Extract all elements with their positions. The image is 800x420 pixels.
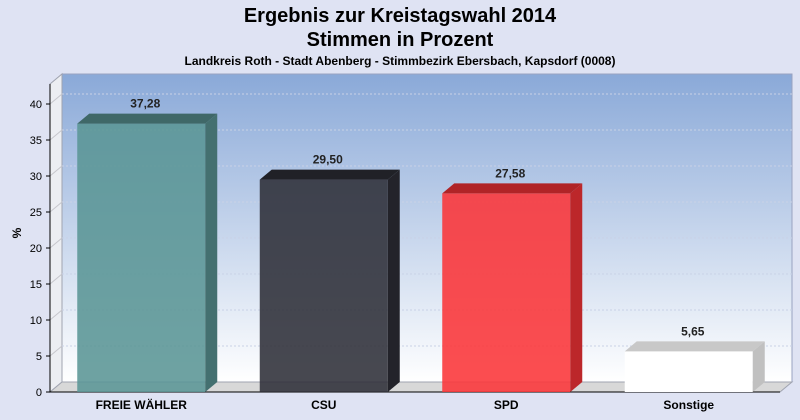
gridline-side bbox=[49, 201, 63, 213]
bar-side bbox=[205, 113, 218, 393]
bar-front bbox=[624, 351, 753, 392]
bar bbox=[77, 113, 218, 393]
x-category-label: CSU bbox=[311, 398, 336, 412]
gridline-side bbox=[49, 165, 63, 177]
gridline-side bbox=[49, 309, 63, 321]
y-tick-label: 10 bbox=[30, 315, 42, 327]
gridline-side bbox=[49, 273, 63, 285]
y-tick-label: 30 bbox=[30, 171, 42, 183]
bar-side bbox=[752, 341, 765, 392]
bar-value-label: 27,58 bbox=[495, 166, 525, 180]
x-category-label: FREIE WÄHLER bbox=[96, 397, 188, 412]
y-tick-label: 5 bbox=[36, 351, 42, 363]
y-axis-label: % bbox=[10, 227, 24, 238]
bar-front bbox=[442, 193, 571, 392]
bar-front bbox=[77, 123, 206, 393]
bar bbox=[442, 183, 583, 392]
bar bbox=[624, 341, 765, 392]
gridline-side bbox=[49, 93, 63, 105]
gridline-side bbox=[49, 129, 63, 141]
bar-top bbox=[442, 183, 583, 194]
bar-value-label: 29,50 bbox=[313, 153, 343, 167]
y-tick-label: 25 bbox=[30, 207, 42, 219]
bar-side bbox=[570, 183, 583, 392]
y-tick-label: 0 bbox=[36, 387, 42, 399]
chart-title: Ergebnis zur Kreistagswahl 2014 bbox=[243, 5, 557, 27]
bar-value-label: 37,28 bbox=[130, 97, 160, 111]
y-tick-label: 35 bbox=[30, 135, 42, 147]
bar-value-label: 5,65 bbox=[681, 324, 705, 338]
plot-side-wall bbox=[49, 72, 63, 394]
x-category-label: Sonstige bbox=[663, 398, 714, 412]
bar-front bbox=[259, 179, 388, 392]
chart-subtitle: Stimmen in Prozent bbox=[306, 29, 494, 51]
bar-top bbox=[77, 113, 218, 124]
gridline-side bbox=[49, 237, 63, 249]
y-tick-label: 15 bbox=[30, 279, 42, 291]
y-tick-label: 20 bbox=[30, 243, 42, 255]
chart-description: Landkreis Roth - Stadt Abenberg - Stimmb… bbox=[184, 54, 616, 68]
y-tick-label: 40 bbox=[30, 99, 42, 111]
bar bbox=[259, 169, 400, 392]
gridline-side bbox=[49, 345, 63, 357]
bar-top bbox=[259, 169, 400, 180]
x-category-label: SPD bbox=[494, 398, 519, 412]
bar-side bbox=[387, 169, 400, 392]
bar-top bbox=[624, 341, 765, 352]
